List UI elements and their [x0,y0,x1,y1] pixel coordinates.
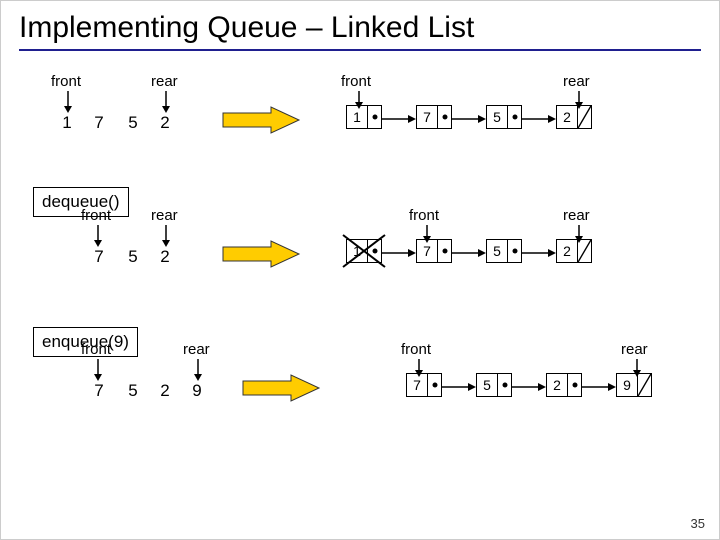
slide-number: 35 [691,516,705,531]
list-node: 9 [616,373,652,397]
node-value: 2 [556,105,578,129]
link-arrow-icon [382,249,416,257]
link-arrow-icon [522,115,556,123]
label-rear: rear [183,341,210,358]
label-front: front [51,73,81,90]
array-value: 9 [187,381,207,401]
label-rear: rear [563,207,590,224]
down-arrow-icon [93,359,103,381]
node-pointer [368,105,382,129]
node-value: 2 [546,373,568,397]
array-value: 7 [89,381,109,401]
list-node: 2 [556,105,592,129]
row-after-enqueue: front rear 7 5 2 9 front rear 7 5 2 9 [1,335,719,425]
down-arrow-icon [161,225,171,247]
list-node: 2 [546,373,582,397]
node-pointer [438,239,452,263]
label-rear: rear [563,73,590,90]
node-value: 1 [346,105,368,129]
array-value: 2 [155,381,175,401]
node-pointer-null [578,105,592,129]
node-pointer [508,105,522,129]
row-initial: front rear 1 7 5 2 front rear 1 7 5 2 [1,67,719,157]
link-arrow-icon [582,383,616,391]
page-title: Implementing Queue – Linked List [1,1,719,49]
node-pointer [438,105,452,129]
node-value: 5 [476,373,498,397]
array-value: 5 [123,113,143,133]
link-arrow-icon [452,249,486,257]
list-node: 2 [556,239,592,263]
node-pointer [568,373,582,397]
array-value: 5 [123,381,143,401]
node-value: 7 [406,373,428,397]
link-arrow-icon [442,383,476,391]
label-front: front [81,207,111,224]
node-pointer-null [578,239,592,263]
node-pointer [498,373,512,397]
array-value: 7 [89,247,109,267]
down-arrow-icon [63,91,73,113]
array-value: 2 [155,247,175,267]
node-pointer [508,239,522,263]
array-value: 7 [89,113,109,133]
title-underline [19,49,701,51]
label-front: front [409,207,439,224]
array-value: 1 [57,113,77,133]
node-value: 7 [416,239,438,263]
list-node: 7 [406,373,442,397]
label-rear: rear [621,341,648,358]
node-value: 2 [556,239,578,263]
link-arrow-icon [522,249,556,257]
node-pointer [428,373,442,397]
list-node: 1 [346,239,382,263]
node-pointer-null [638,373,652,397]
array-value: 5 [123,247,143,267]
row-after-dequeue: front rear 7 5 2 front rear 1 7 5 2 [1,201,719,291]
list-node: 5 [486,239,522,263]
label-front: front [341,73,371,90]
link-arrow-icon [382,115,416,123]
link-arrow-icon [512,383,546,391]
list-node: 5 [476,373,512,397]
label-rear: rear [151,207,178,224]
label-front: front [401,341,431,358]
array-value: 2 [155,113,175,133]
list-node: 1 [346,105,382,129]
down-arrow-icon [93,225,103,247]
label-front: front [81,341,111,358]
link-arrow-icon [452,115,486,123]
node-value: 7 [416,105,438,129]
down-arrow-icon [161,91,171,113]
big-arrow-icon [221,105,301,135]
node-value: 5 [486,239,508,263]
list-node: 5 [486,105,522,129]
node-value: 5 [486,105,508,129]
node-value: 1 [346,239,368,263]
big-arrow-icon [241,373,321,403]
down-arrow-icon [193,359,203,381]
label-rear: rear [151,73,178,90]
node-value: 9 [616,373,638,397]
big-arrow-icon [221,239,301,269]
node-pointer [368,239,382,263]
list-node: 7 [416,105,452,129]
list-node: 7 [416,239,452,263]
